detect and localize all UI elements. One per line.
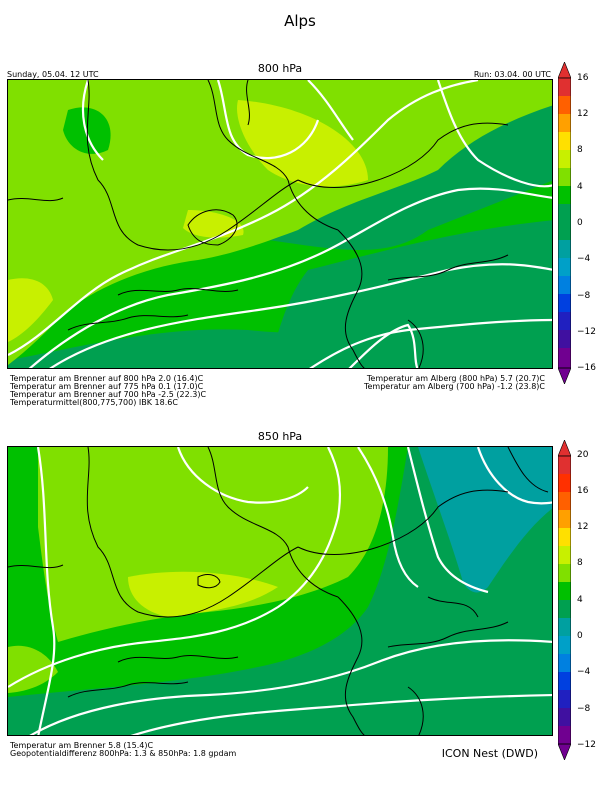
alberg-700-note: Temperatur am Alberg (700 hPa) -1.2 (23.… bbox=[363, 382, 545, 391]
colorbar-tick: 8 bbox=[577, 145, 583, 155]
map-800hpa bbox=[7, 79, 553, 369]
colorbar-tick: 0 bbox=[577, 631, 583, 641]
colorbar-850hpa bbox=[557, 439, 572, 761]
colorbar-tick: −4 bbox=[577, 667, 591, 677]
colorbar-tick: 4 bbox=[577, 595, 583, 605]
colorbar-tick: −16 bbox=[577, 363, 596, 373]
colorbar-tick: −12 bbox=[577, 327, 596, 337]
alberg-800-note: Temperatur am Alberg (800 hPa) 5.7 (20.7… bbox=[366, 374, 545, 383]
colorbar-tick: −8 bbox=[577, 704, 591, 714]
colorbar-tick: −12 bbox=[577, 740, 596, 750]
colorbar-tick: −4 bbox=[577, 254, 591, 264]
geopotential-note: Geopotentialdifferenz 800hPa: 1.3 & 850h… bbox=[10, 749, 237, 758]
map-800hpa-canvas bbox=[8, 80, 552, 368]
colorbar-tick: 12 bbox=[577, 522, 589, 532]
brenner-800-note: Temperatur am Brenner auf 800 hPa 2.0 (1… bbox=[10, 374, 204, 383]
model-credit: ICON Nest (DWD) bbox=[441, 747, 538, 760]
colorbar-tick: 20 bbox=[577, 450, 589, 460]
colorbar-850hpa-scale bbox=[557, 439, 572, 761]
colorbar-tick: 0 bbox=[577, 218, 583, 228]
ibk-mean-note: Temperaturmittel(800,775,700) IBK 18.6C bbox=[10, 398, 178, 407]
colorbar-tick: 4 bbox=[577, 182, 583, 192]
brenner-850-note: Temperatur am Brenner 5.8 (15.4)C bbox=[10, 741, 154, 750]
panel-850-title: 850 hPa bbox=[257, 430, 303, 443]
colorbar-tick: 16 bbox=[577, 486, 589, 496]
run-time-label: Run: 03.04. 00 UTC bbox=[473, 70, 551, 79]
brenner-775-note: Temperatur am Brenner auf 775 hPa 0.1 (1… bbox=[10, 382, 204, 391]
colorbar-tick: 16 bbox=[577, 73, 589, 83]
valid-time-label: Sunday, 05.04. 12 UTC bbox=[7, 70, 99, 79]
colorbar-800hpa-scale bbox=[557, 61, 572, 385]
panel-800-title: 800 hPa bbox=[257, 62, 303, 75]
map-850hpa-canvas bbox=[8, 447, 552, 735]
brenner-700-note: Temperatur am Brenner auf 700 hPa -2.5 (… bbox=[10, 390, 207, 399]
colorbar-tick: 8 bbox=[577, 558, 583, 568]
figure-title: Alps bbox=[284, 12, 316, 30]
colorbar-800hpa bbox=[557, 61, 572, 385]
colorbar-tick: −8 bbox=[577, 291, 591, 301]
colorbar-tick: 12 bbox=[577, 109, 589, 119]
map-850hpa bbox=[7, 446, 553, 736]
